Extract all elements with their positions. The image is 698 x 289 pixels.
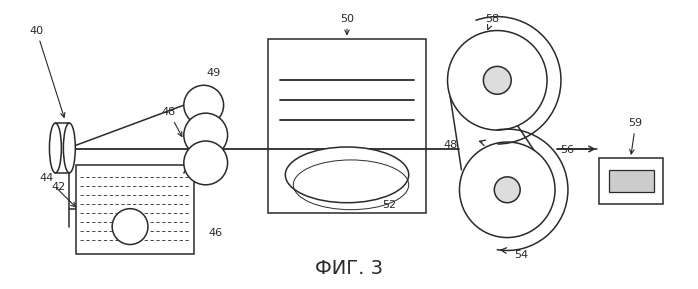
Text: 40: 40 bbox=[29, 25, 65, 117]
Text: 44: 44 bbox=[39, 173, 75, 207]
Bar bbox=[599, 158, 664, 204]
Circle shape bbox=[184, 85, 223, 125]
Ellipse shape bbox=[50, 123, 61, 173]
Text: 56: 56 bbox=[560, 145, 574, 155]
Text: 49: 49 bbox=[207, 68, 221, 78]
Circle shape bbox=[184, 141, 228, 185]
Circle shape bbox=[447, 31, 547, 130]
Text: 52: 52 bbox=[382, 200, 396, 210]
Ellipse shape bbox=[285, 147, 409, 203]
Bar bbox=[609, 170, 653, 192]
Circle shape bbox=[483, 66, 511, 94]
Text: 42: 42 bbox=[51, 182, 66, 192]
Bar bbox=[269, 38, 426, 213]
Text: 46: 46 bbox=[209, 227, 223, 238]
Circle shape bbox=[184, 113, 228, 157]
Text: 54: 54 bbox=[514, 251, 528, 260]
Text: ФИГ. 3: ФИГ. 3 bbox=[315, 259, 383, 278]
Text: 50: 50 bbox=[340, 14, 354, 34]
Ellipse shape bbox=[64, 123, 75, 173]
Text: 48: 48 bbox=[443, 140, 458, 150]
Circle shape bbox=[459, 142, 555, 238]
Text: 58: 58 bbox=[485, 14, 499, 29]
Circle shape bbox=[112, 209, 148, 244]
Circle shape bbox=[494, 177, 520, 203]
Text: 59: 59 bbox=[629, 118, 643, 154]
Text: 48: 48 bbox=[162, 107, 182, 136]
Bar bbox=[76, 165, 194, 255]
